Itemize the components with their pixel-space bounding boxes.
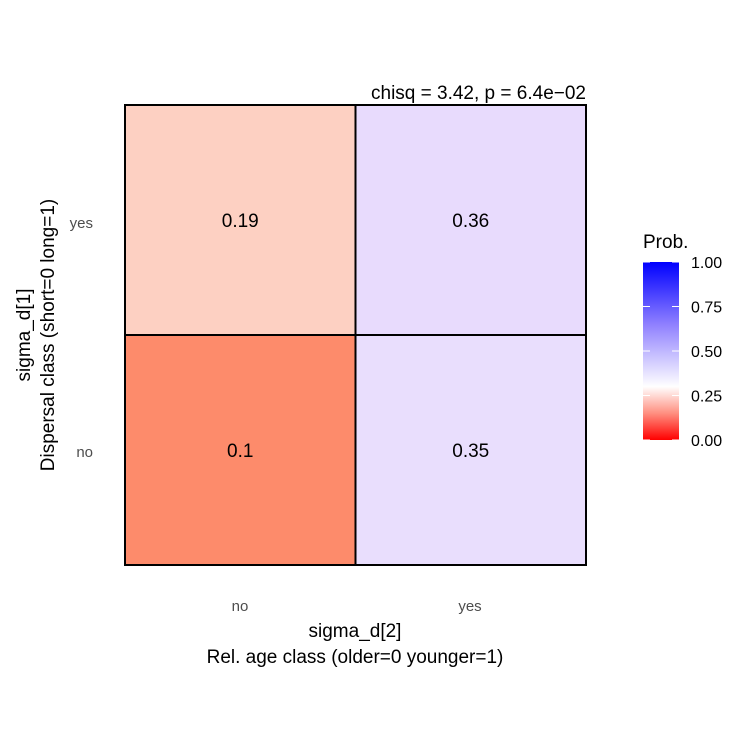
legend-ticks: 0.00 0.25 0.50 0.75 1.00 xyxy=(643,255,722,450)
y-axis-title-line2: Dispersal class (short=0 long=1) xyxy=(38,199,59,471)
y-axis-title-line1: sigma_d[1] xyxy=(14,289,35,382)
legend-tick-label: 1.00 xyxy=(691,255,722,272)
x-axis-title-line1: sigma_d[2] xyxy=(309,621,402,642)
x-tick-label-no: no xyxy=(232,598,249,615)
legend-tick-label: 0.00 xyxy=(691,433,722,450)
cell-value-label-no-yes: 0.35 xyxy=(452,441,489,462)
cell-value-label-yes-yes: 0.36 xyxy=(452,211,489,232)
y-tick-label-yes: yes xyxy=(70,215,93,232)
legend-tick-label: 0.50 xyxy=(691,344,722,361)
legend-tick-label: 0.75 xyxy=(691,300,722,317)
heatmap-cell-yes-no xyxy=(124,104,357,336)
legend-title: Prob. xyxy=(643,232,688,253)
heatmap-cell-labels: 0.19 0.36 0.1 0.35 xyxy=(222,211,489,462)
x-tick-label-yes: yes xyxy=(458,598,481,615)
y-tick-label-no: no xyxy=(76,444,93,461)
legend: Prob. 0.00 0.25 0.50 0.75 1.00 xyxy=(643,232,722,450)
heatmap-cell-yes-yes xyxy=(354,104,587,336)
chi-square-annotation: chisq = 3.42, p = 6.4e−02 xyxy=(371,83,586,104)
heatmap-cells xyxy=(124,104,587,566)
cell-value-label-yes-no: 0.19 xyxy=(222,211,259,232)
x-axis-title-line2: Rel. age class (older=0 younger=1) xyxy=(207,647,504,668)
heatmap-cell-no-yes xyxy=(354,334,587,566)
heatmap-cell-no-no xyxy=(124,334,357,566)
cell-value-label-no-no: 0.1 xyxy=(227,441,253,462)
legend-tick-label: 0.25 xyxy=(691,389,722,406)
